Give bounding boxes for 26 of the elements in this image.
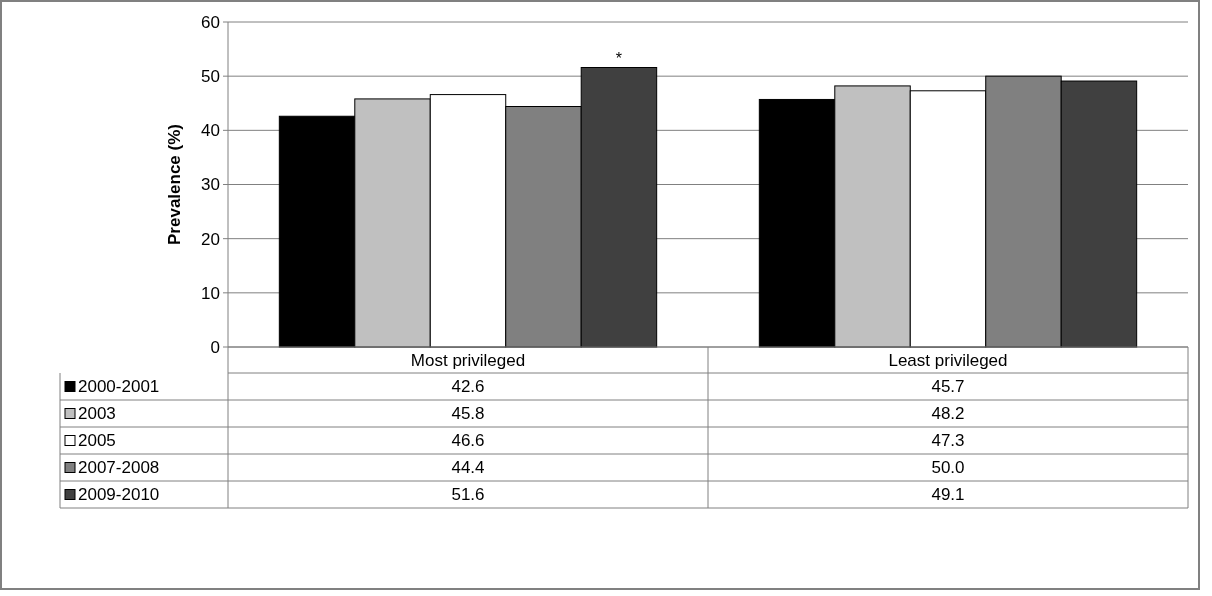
legend-label: 2003: [78, 404, 116, 424]
data-label: 47.3: [931, 431, 965, 451]
y-tick-label: 30: [201, 175, 220, 195]
data-label: 45.7: [931, 377, 965, 397]
legend-label: 2007-2008: [78, 458, 160, 478]
legend-label: 2009-2010: [78, 485, 160, 505]
y-tick-label: 60: [201, 12, 220, 32]
data-label: 44.4: [451, 458, 485, 478]
x-tick-label: Most privileged: [410, 350, 526, 370]
data-label: 42.6: [451, 377, 485, 397]
y-tick-label: 40: [201, 121, 220, 141]
data-label: 50.0: [931, 458, 965, 478]
data-label: 45.8: [451, 404, 485, 424]
x-tick-label: Least privileged: [888, 350, 1008, 370]
data-label: 46.6: [451, 431, 485, 451]
y-axis-title: Prevalence (%): [165, 124, 184, 245]
data-label: 49.1: [931, 485, 965, 505]
y-tick-label: 10: [201, 283, 220, 303]
annotation: *: [615, 49, 623, 67]
y-tick-label: 20: [201, 229, 220, 249]
legend-label: 2005: [78, 431, 116, 451]
data-label: 48.2: [931, 404, 965, 424]
y-tick-label: 50: [201, 67, 220, 87]
data-label: 51.6: [451, 485, 485, 505]
y-tick-label: 0: [210, 337, 220, 357]
legend-label: 2000-2001: [78, 377, 160, 397]
